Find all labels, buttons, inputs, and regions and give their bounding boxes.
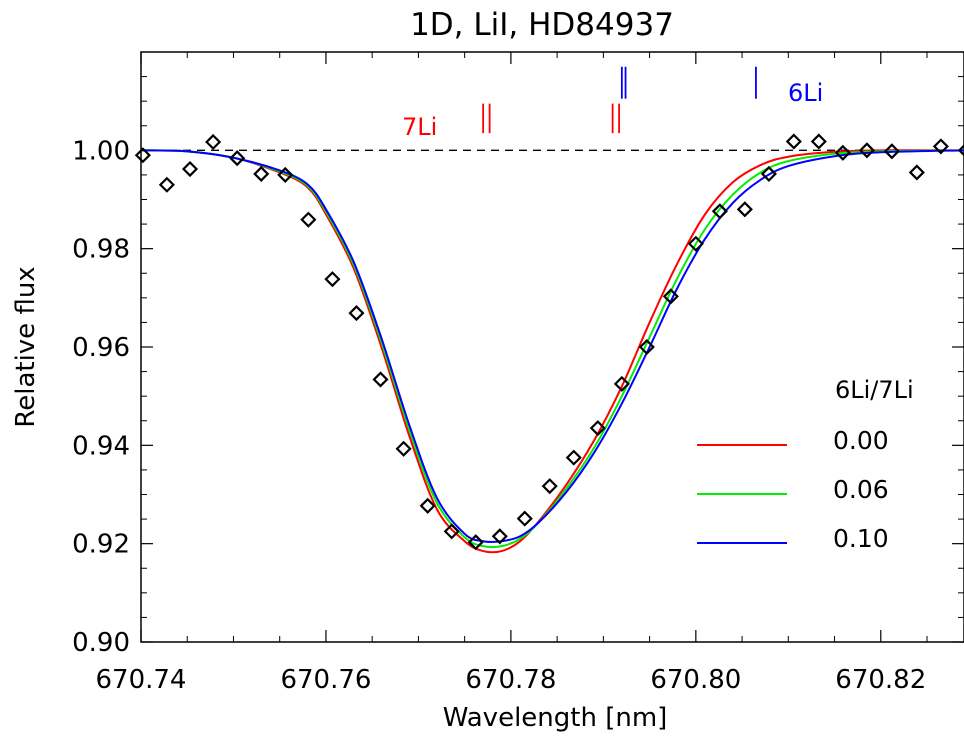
observed-point	[565, 449, 582, 466]
model-line-0-06	[140, 149, 964, 549]
chart-title: 1D, LiI, HD84937	[410, 7, 674, 43]
observed-point	[957, 144, 964, 157]
observed-point	[134, 147, 151, 164]
legend-label: 0.06	[833, 475, 889, 504]
x-tick-label: 670.76	[280, 665, 371, 695]
observed-point	[736, 201, 753, 218]
observed-point	[711, 203, 728, 220]
observed-point	[205, 133, 222, 151]
observed-point	[181, 160, 199, 178]
observed-point	[810, 133, 827, 150]
observed-point	[324, 271, 341, 288]
y-tick-label: 0.90	[72, 628, 130, 658]
observed-point	[158, 176, 175, 193]
legend-title: 6Li/7Li	[835, 376, 914, 404]
observed-point	[253, 165, 270, 182]
plot-layer: 670.74 670.76 670.78 670.80 670.82 0.90 0.92 0.…	[72, 51, 964, 695]
observed-point	[613, 375, 630, 392]
y-tick-label: 0.96	[72, 333, 130, 363]
observed-point	[785, 133, 802, 150]
y-tick-label: 0.98	[72, 235, 130, 265]
observed-point	[443, 523, 460, 540]
observed-point	[834, 144, 851, 161]
y-tick-label: 0.92	[72, 530, 130, 560]
observed-point	[760, 165, 777, 182]
y-tick-label: 0.94	[72, 431, 130, 461]
model-line-0-00	[140, 149, 964, 554]
observed-point	[467, 534, 484, 551]
observed-point	[932, 138, 949, 155]
label-6li: 6Li	[788, 79, 823, 107]
x-tick-label: 670.82	[835, 665, 926, 695]
y-axis-label: Relative flux	[11, 266, 41, 427]
observed-point	[277, 166, 294, 183]
observed-point	[589, 420, 606, 437]
x-axis-label: Wavelength [nm]	[443, 703, 668, 733]
observed-point	[491, 528, 508, 545]
observed-point	[419, 497, 436, 514]
observed-point	[372, 371, 389, 388]
y-tick-label: 1.00	[72, 136, 130, 166]
observed-point	[883, 143, 900, 160]
observed-point	[858, 142, 875, 159]
observed-point	[229, 150, 246, 167]
observed-point	[638, 338, 655, 356]
observed-point	[541, 478, 558, 495]
observed-point	[300, 211, 317, 228]
x-tick-label: 670.80	[650, 665, 741, 695]
observed-point	[395, 440, 412, 457]
observed-point	[662, 288, 679, 305]
observed-point	[908, 164, 925, 181]
label-7li: 7Li	[402, 113, 437, 141]
plot-frame	[140, 51, 964, 643]
observed-point	[348, 305, 365, 322]
x-tick-label: 670.74	[96, 665, 187, 695]
x-tick-label: 670.78	[465, 665, 556, 695]
legend-label: 0.00	[833, 426, 889, 455]
observed-point	[516, 510, 533, 527]
model-line-0-10	[140, 149, 964, 543]
observed-point	[687, 235, 704, 252]
legend-label: 0.10	[833, 524, 889, 553]
